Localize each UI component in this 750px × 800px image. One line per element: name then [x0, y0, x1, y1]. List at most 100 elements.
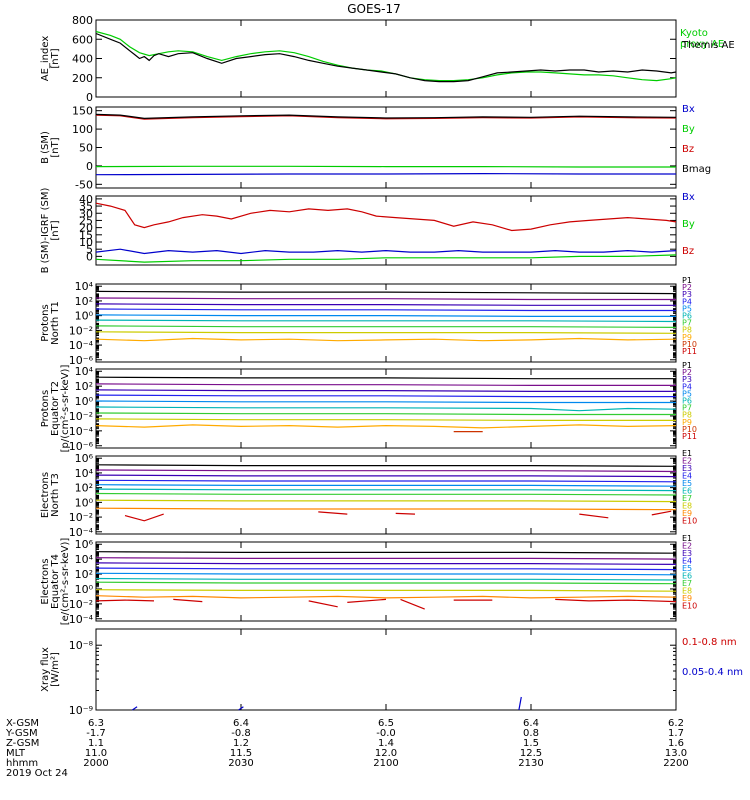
series-e8 [95, 499, 677, 503]
legend-p3: P3 [682, 290, 692, 299]
y-tick-label: 10⁻⁴ [69, 613, 94, 626]
y-tick-label: 10⁻⁹ [69, 704, 93, 717]
y-tick-label: 10⁰ [75, 496, 94, 509]
legend-e1: E1 [682, 534, 692, 543]
x-row-value: 1.1 [88, 738, 104, 749]
y-tick-label: 40 [79, 193, 93, 206]
y-axis-label: Equator T2 [50, 381, 61, 436]
y-axis-label: North T1 [50, 301, 61, 345]
y-tick-label: 10⁻⁸ [69, 639, 94, 652]
legend-e2: E2 [682, 542, 692, 551]
series-e5 [95, 572, 677, 576]
y-tick-label: 10⁻⁴ [69, 526, 94, 539]
series-p1 [95, 290, 677, 295]
series-p8 [95, 418, 676, 421]
y-tick-label: 10⁻⁴ [69, 339, 94, 352]
legend-bmag: Bmag [682, 164, 711, 175]
series-by [95, 165, 676, 168]
y-axis-label: B (SM) [40, 131, 51, 164]
x-row-value: 6.2 [668, 718, 684, 729]
series-e10-segment [395, 512, 416, 515]
y-tick-label: 10⁴ [75, 365, 94, 378]
y-tick-label: 10⁶ [75, 452, 94, 465]
series-e10-segment [173, 598, 203, 603]
x-row-value: 12.5 [520, 748, 542, 759]
y-axis-label: Xray flux [40, 647, 51, 692]
y-tick-label: 0 [86, 160, 93, 173]
series-bmag [95, 113, 677, 120]
series-bx [95, 248, 677, 255]
x-row-label: Y-GSM [5, 728, 38, 739]
series-p1 [95, 376, 676, 380]
legend-p10: P10 [682, 425, 697, 434]
y-tick-label: 10⁰ [75, 395, 94, 408]
series-e2 [95, 557, 677, 560]
legend-p10: P10 [682, 340, 697, 349]
y-tick-label: 100 [72, 123, 93, 136]
panel-2: -50 0 50 100 150 B (SM) [nT] Bx By Bz Bmag [40, 104, 711, 191]
x-row-value: 1.6 [668, 738, 684, 749]
series-p6 [95, 319, 677, 323]
y-axis-label: [e/(cm²-s-sr-keV)] [60, 538, 71, 626]
series-by [95, 254, 677, 263]
series-e5 [95, 484, 677, 487]
legend-0-05-0-4-nm: 0.05-0.4 nm [682, 667, 743, 678]
panel-7: 10⁻⁴ 10⁻² 10⁰ 10² 10⁴ 10⁶ Electrons Equator T4[… [40, 534, 697, 626]
legend-p4: P4 [682, 297, 692, 306]
y-tick-label: 35 [79, 200, 93, 213]
series-bz [95, 114, 677, 120]
series-e10-segment [579, 513, 609, 519]
series-e10-segment [124, 513, 164, 522]
date-label: 2019 Oct 24 [6, 768, 68, 779]
series-p2 [95, 383, 676, 386]
y-axis-label: Protons [40, 390, 51, 427]
series-e2 [95, 469, 677, 473]
series-0-05-0-4-nm-segment [238, 706, 244, 711]
x-row-value: 0.8 [523, 728, 539, 739]
x-row-value: 6.5 [378, 718, 394, 729]
x-row-value: -0.0 [376, 728, 396, 739]
panel-5: 10⁻⁶ 10⁻⁴ 10⁻² 10⁰ 10² 10⁴ Protons Equator T2 [p… [40, 361, 697, 453]
series-e7 [95, 581, 677, 585]
y-tick-label: 800 [72, 14, 93, 27]
series-bx [95, 173, 676, 176]
series-e9 [95, 595, 677, 599]
legend-bz: Bz [682, 246, 694, 257]
y-axis-label: [p/(cm²-s-sr-keV)] [60, 365, 71, 453]
y-tick-label: 10² [75, 295, 93, 308]
y-axis-label: Protons [40, 304, 51, 341]
y-tick-label: 30 [79, 207, 93, 220]
legend-e7: E7 [682, 494, 692, 503]
legend-p5: P5 [682, 304, 692, 313]
legend-p8: P8 [682, 326, 692, 335]
y-tick-label: 150 [72, 105, 93, 118]
series-e3 [95, 474, 677, 478]
y-tick-label: 10⁻² [69, 598, 93, 611]
legend-bx: Bx [682, 192, 695, 203]
legend-by: By [682, 124, 695, 135]
legend-p5: P5 [682, 389, 692, 398]
y-tick-label: 10² [75, 482, 93, 495]
legend-p9: P9 [682, 418, 692, 427]
y-tick-label: -50 [75, 178, 93, 191]
series-0-05-0-4-nm-segment [518, 696, 522, 711]
y-tick-label: 10² [75, 380, 93, 393]
y-axis-label: [nT] [50, 137, 61, 157]
series-p9 [95, 337, 677, 342]
series-e10-segment [347, 598, 387, 603]
y-tick-label: 10⁴ [75, 553, 94, 566]
y-tick-label: 10⁻⁶ [69, 354, 94, 367]
x-row-value: 1.2 [233, 738, 249, 749]
legend-e10: E10 [682, 517, 697, 526]
legend-p9: P9 [682, 333, 692, 342]
legend-p6: P6 [682, 312, 692, 321]
legend-p6: P6 [682, 397, 692, 406]
panel-8: 10⁻⁹ 10⁻⁸ Xray flux [W/m²] 0.1-0.8 nm 0.05-0.… [40, 628, 743, 717]
panel-frame [95, 368, 677, 449]
y-tick-label: 5 [86, 243, 93, 256]
legend-e7: E7 [682, 579, 692, 588]
legend-e10: E10 [682, 602, 697, 611]
legend-e3: E3 [682, 549, 692, 558]
